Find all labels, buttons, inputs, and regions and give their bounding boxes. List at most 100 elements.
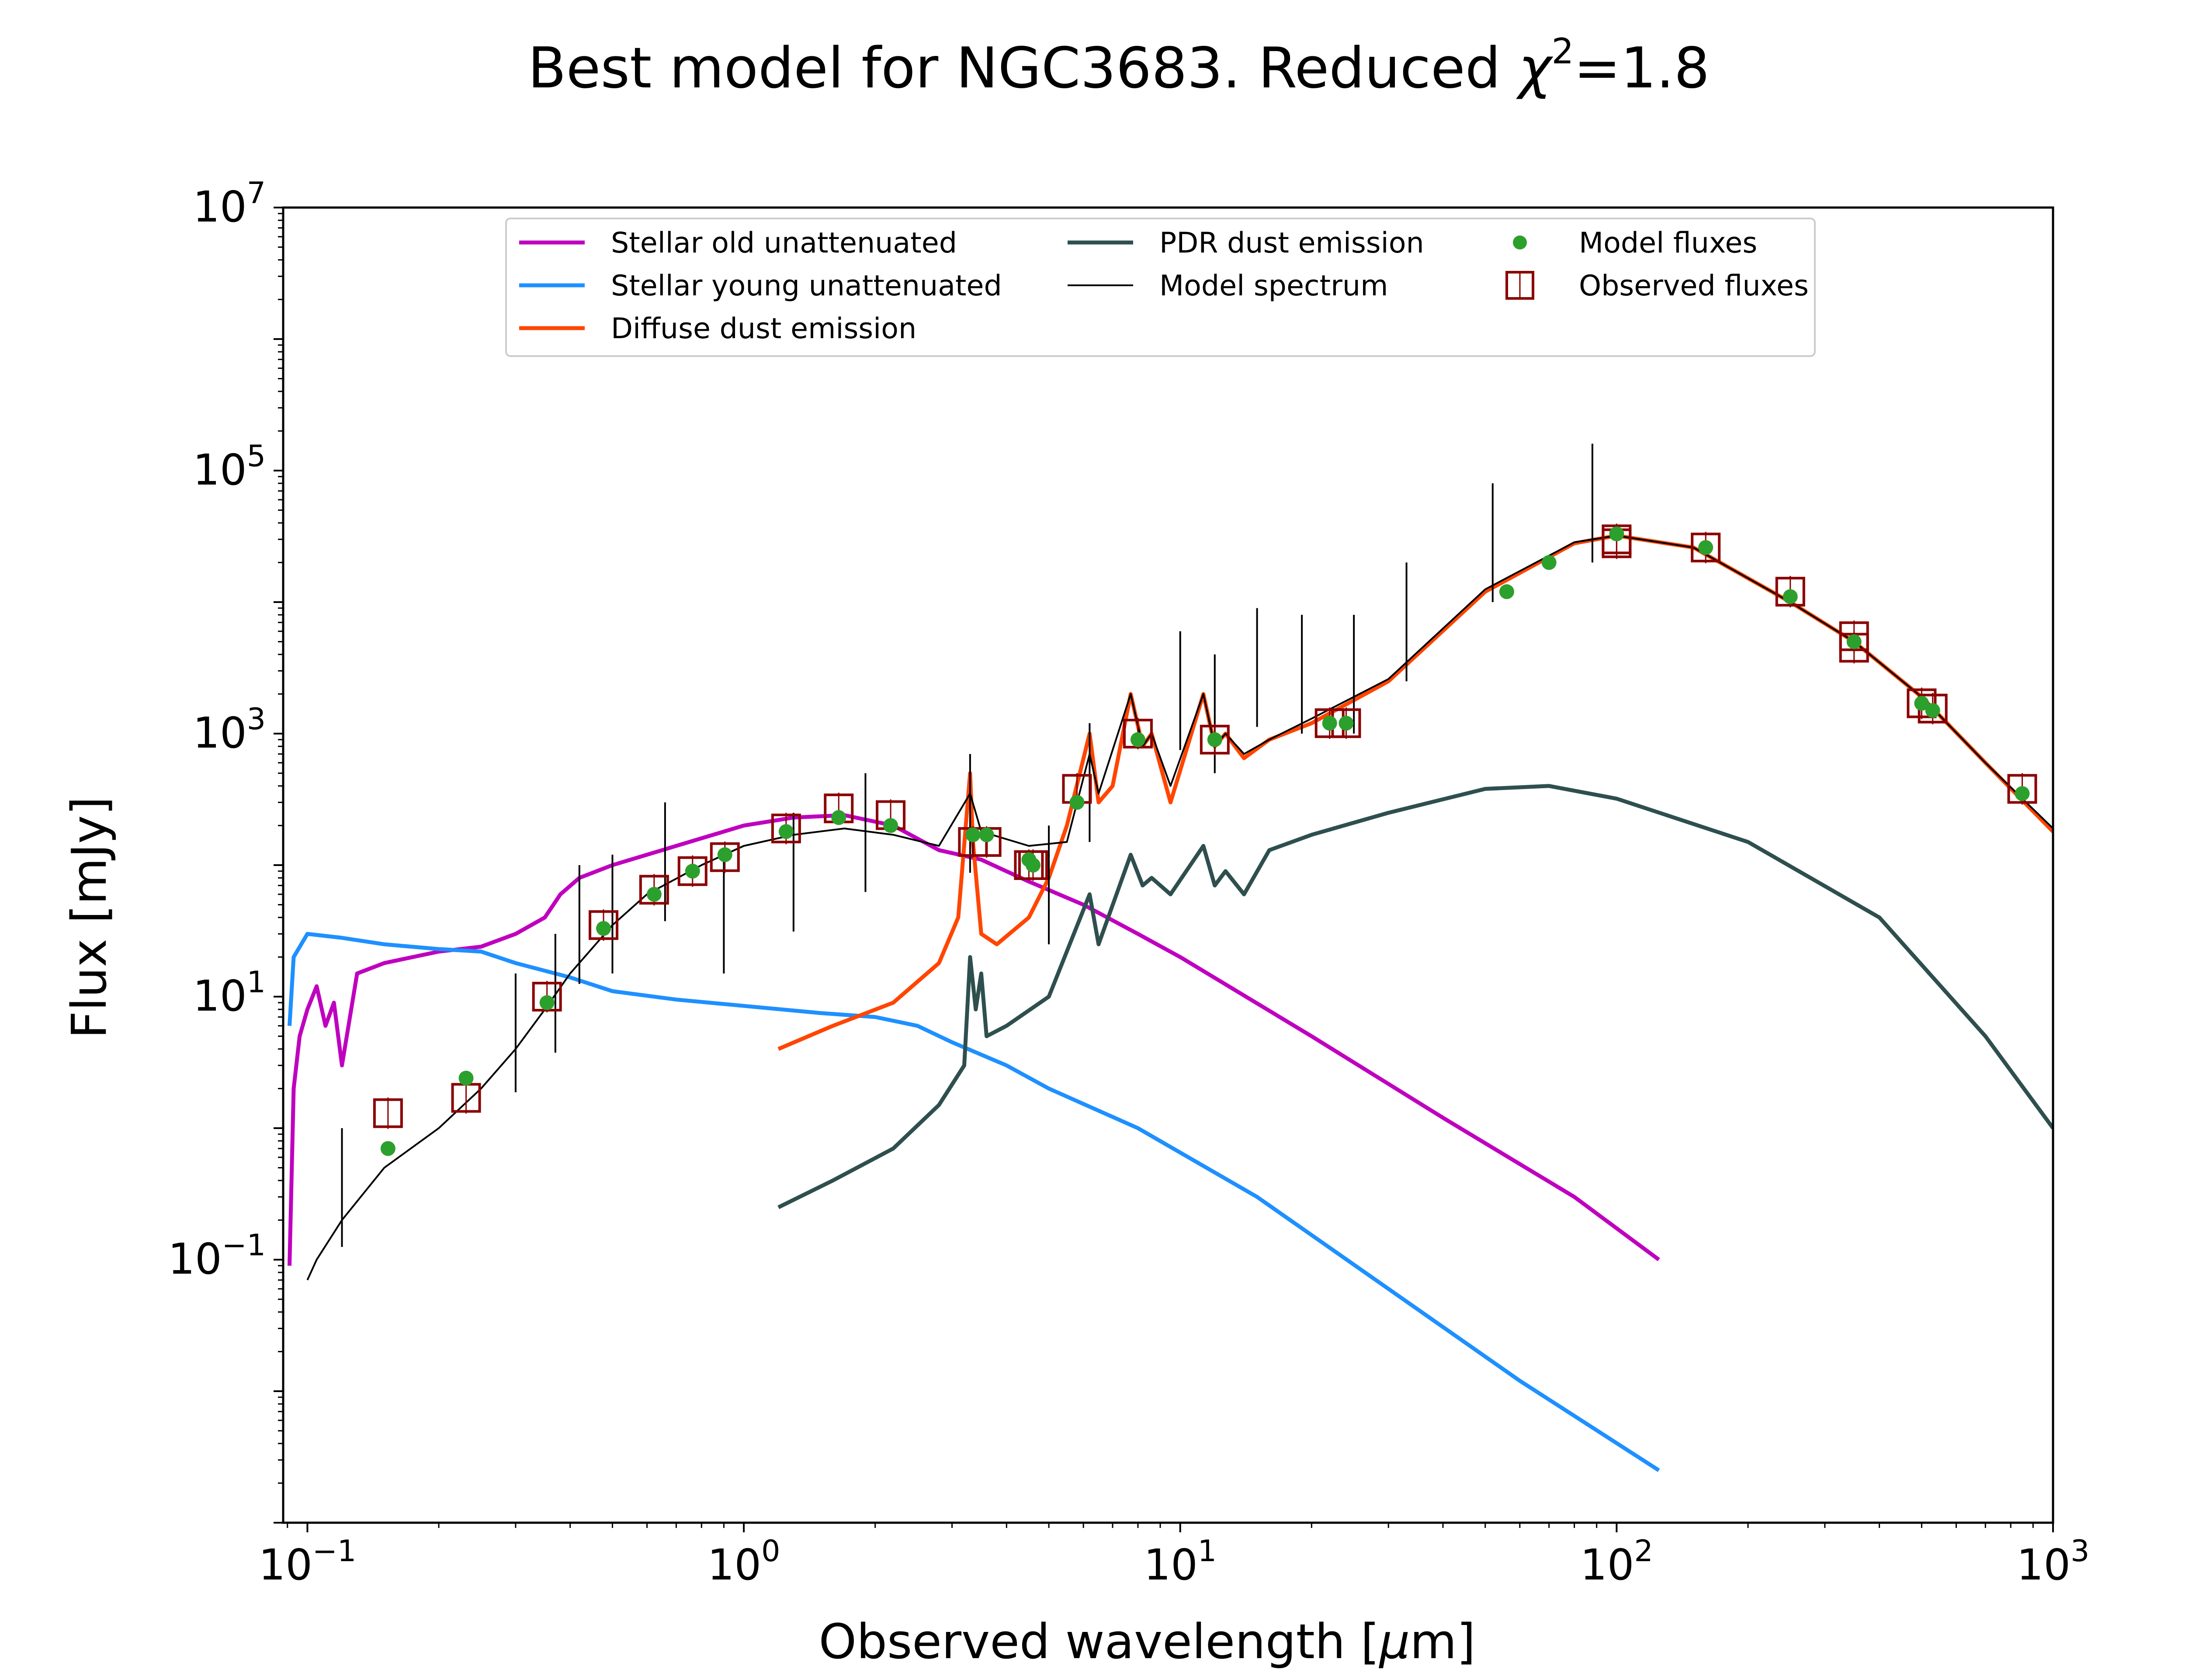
y-tick-label: 107 bbox=[193, 176, 266, 232]
x-tick-exponent: 3 bbox=[2071, 1534, 2089, 1569]
x-tick-base: 10 bbox=[708, 1540, 761, 1590]
y-tick-exponent: 1 bbox=[247, 965, 266, 1000]
y-tick-label: 103 bbox=[193, 702, 266, 758]
model-flux-point-18 bbox=[1339, 716, 1354, 731]
y-tick-exponent: 3 bbox=[247, 702, 266, 737]
observed-flux-marker-7 bbox=[771, 814, 801, 844]
x-tick-exponent: 0 bbox=[761, 1534, 780, 1569]
model-flux-point-11 bbox=[979, 827, 994, 842]
legend-label-diffuse-dust-emission: Diffuse dust emission bbox=[611, 312, 916, 345]
title-prefix: Best model for NGC3683. Reduced bbox=[528, 36, 1519, 101]
model-flux-point-0 bbox=[380, 1141, 395, 1156]
model-flux-point-19 bbox=[1499, 584, 1514, 599]
y-tick-label: 101 bbox=[193, 965, 266, 1021]
x-tick-base: 10 bbox=[2017, 1540, 2071, 1590]
model-flux-point-4 bbox=[646, 887, 662, 902]
x-tick-base: 10 bbox=[259, 1540, 312, 1590]
y-axis-title: Flux [mJy] bbox=[61, 797, 117, 1039]
model-flux-point-15 bbox=[1130, 732, 1145, 747]
observed-flux-marker-16 bbox=[1200, 724, 1230, 755]
y-tick-base: 10 bbox=[193, 971, 246, 1021]
model-flux-point-25 bbox=[1914, 696, 1929, 711]
x-tick-label: 101 bbox=[1144, 1534, 1217, 1590]
series-line-stellar-old-unattenuated bbox=[288, 813, 1660, 1266]
y-tick-base: 10 bbox=[168, 1234, 222, 1284]
model-flux-point-23 bbox=[1783, 589, 1798, 604]
plot-area bbox=[288, 443, 2053, 1472]
series-line-stellar-young-unattenuated bbox=[288, 932, 1660, 1472]
observed-flux-marker-25 bbox=[1907, 688, 1937, 718]
x-axis-title-unit: μ bbox=[1378, 1614, 1410, 1670]
y-tick-label: 10−1 bbox=[168, 1228, 266, 1284]
y-tick-base: 10 bbox=[193, 182, 246, 232]
legend-label-model-fluxes: Model fluxes bbox=[1579, 227, 1757, 260]
y-tick-exponent: −1 bbox=[222, 1228, 266, 1263]
x-axis-title: Observed wavelength [μm] bbox=[819, 1614, 1476, 1670]
x-tick-label: 102 bbox=[1580, 1534, 1653, 1590]
y-tick-base: 10 bbox=[193, 445, 246, 495]
x-tick-label: 10−1 bbox=[259, 1534, 357, 1590]
model-flux-point-22 bbox=[1698, 540, 1713, 555]
title-suffix: =1.8 bbox=[1574, 36, 1710, 101]
legend: Stellar old unattenuated Stellar young un… bbox=[505, 218, 1816, 357]
model-flux-point-14 bbox=[1069, 795, 1085, 810]
model-flux-point-24 bbox=[1846, 634, 1862, 649]
x-axis-title-prefix: Observed wavelength [ bbox=[819, 1614, 1380, 1670]
x-tick-label: 100 bbox=[708, 1534, 780, 1590]
y-tick-label: 105 bbox=[193, 439, 266, 495]
x-tick-exponent: −1 bbox=[312, 1534, 356, 1569]
series-line-pdr-dust-emission bbox=[777, 784, 2053, 1209]
title-sup: 2 bbox=[1551, 31, 1574, 72]
plot-clipped bbox=[288, 443, 2053, 1472]
model-flux-point-26 bbox=[1925, 703, 1940, 718]
observed-flux-marker-3 bbox=[589, 910, 619, 940]
legend-label-model-spectrum: Model spectrum bbox=[1159, 270, 1388, 302]
observed-flux-marker-2 bbox=[532, 982, 562, 1011]
model-flux-point-17 bbox=[1322, 716, 1337, 731]
chart-title: Best model for NGC3683. Reduced χ2=1.8 bbox=[528, 31, 1710, 101]
model-flux-point-7 bbox=[778, 824, 794, 839]
model-flux-point-6 bbox=[717, 847, 732, 863]
y-tick-base: 10 bbox=[193, 708, 246, 758]
observed-flux-marker-6 bbox=[710, 842, 740, 872]
observed-flux-marker-5 bbox=[677, 856, 708, 886]
x-tick-label: 103 bbox=[2017, 1534, 2090, 1590]
model-flux-point-20 bbox=[1541, 555, 1557, 570]
model-flux-point-13 bbox=[1025, 858, 1040, 873]
model-flux-point-16 bbox=[1207, 732, 1222, 747]
observed-flux-marker-21 bbox=[1691, 533, 1721, 563]
legend-box bbox=[505, 218, 1816, 357]
model-flux-point-10 bbox=[965, 827, 981, 842]
observed-flux-marker-22 bbox=[1775, 577, 1805, 607]
model-flux-point-9 bbox=[883, 818, 898, 833]
observed-flux-marker-0 bbox=[373, 1098, 403, 1128]
model-flux-point-5 bbox=[685, 863, 700, 879]
x-tick-exponent: 2 bbox=[1634, 1534, 1653, 1569]
legend-label-pdr-dust-emission: PDR dust emission bbox=[1159, 227, 1424, 260]
title-chi: χ bbox=[1516, 36, 1554, 101]
model-flux-point-3 bbox=[596, 921, 611, 936]
model-flux-point-27 bbox=[2015, 786, 2030, 801]
legend-swatch-model-fluxes bbox=[1513, 236, 1527, 249]
model-flux-point-21 bbox=[1609, 526, 1624, 541]
x-tick-exponent: 1 bbox=[1198, 1534, 1217, 1569]
legend-label-stellar-old-unattenuated: Stellar old unattenuated bbox=[611, 227, 957, 260]
y-tick-exponent: 5 bbox=[247, 439, 266, 474]
x-tick-base: 10 bbox=[1580, 1540, 1634, 1590]
legend-label-observed-fluxes: Observed fluxes bbox=[1579, 270, 1809, 302]
model-flux-point-1 bbox=[458, 1070, 474, 1086]
y-tick-exponent: 7 bbox=[247, 176, 266, 211]
model-flux-point-8 bbox=[831, 810, 846, 825]
observed-flux-marker-27 bbox=[2007, 774, 2037, 804]
observed-flux-marker-4 bbox=[639, 875, 669, 905]
observed-flux-marker-15 bbox=[1123, 719, 1153, 748]
observed-flux-marker-24 bbox=[1839, 633, 1869, 663]
observed-flux-marker-13 bbox=[1018, 850, 1048, 880]
legend-label-stellar-young-unattenuated: Stellar young unattenuated bbox=[611, 270, 1002, 302]
model-flux-point-2 bbox=[539, 995, 555, 1010]
x-tick-base: 10 bbox=[1144, 1540, 1197, 1590]
x-axis-title-suffix: m] bbox=[1410, 1614, 1475, 1670]
